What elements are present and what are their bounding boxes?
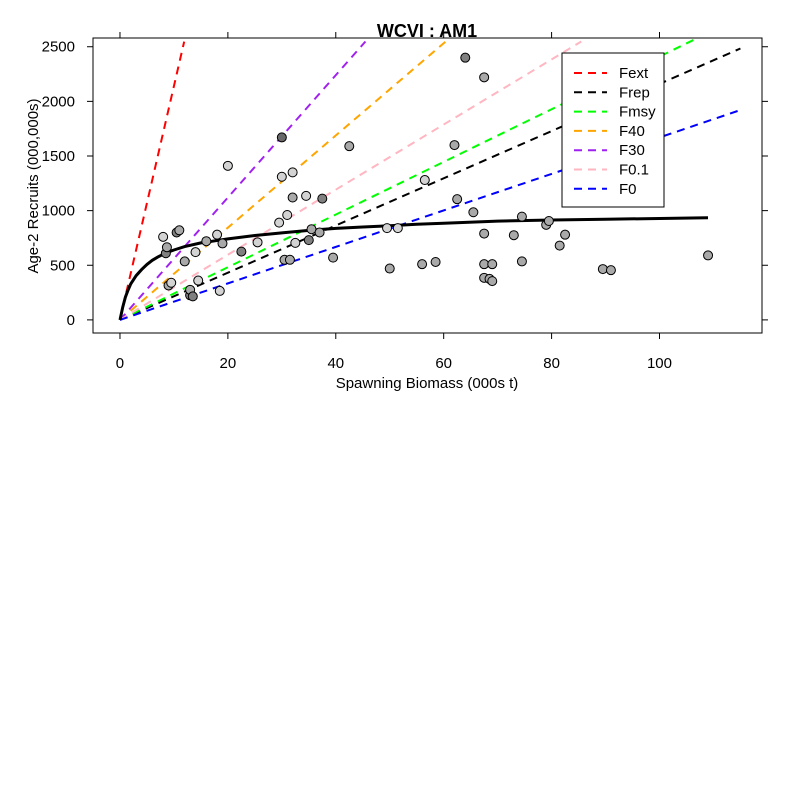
data-point-47 (479, 72, 490, 83)
data-point-54 (508, 230, 519, 241)
data-point-36 (344, 141, 355, 152)
legend-label-fmsy: Fmsy (619, 104, 656, 121)
data-point-22 (276, 171, 287, 182)
data-point-33 (314, 227, 325, 238)
data-point-14 (201, 236, 212, 247)
data-point-8 (179, 256, 190, 267)
data-point-1 (158, 231, 169, 242)
data-point-45 (460, 52, 471, 63)
stock-recruit-curve (118, 216, 709, 321)
data-point-26 (284, 254, 295, 265)
data-point-34 (317, 193, 328, 204)
data-point-56 (516, 256, 527, 267)
data-point-63 (703, 250, 714, 261)
data-point-48 (479, 228, 490, 239)
legend-label-f0: F0 (619, 181, 637, 198)
reference-line-fext (119, 41, 186, 321)
reference-line-f0 (119, 109, 741, 321)
data-point-21 (274, 217, 285, 228)
legend-label-frep: Frep (619, 84, 650, 101)
data-point-61 (597, 264, 608, 275)
data-point-25 (282, 210, 293, 220)
x-tick-label: 0 (116, 355, 124, 372)
data-point-12 (190, 247, 201, 258)
y-tick-label: 2500 (42, 39, 75, 56)
data-point-3 (161, 242, 172, 253)
x-tick-label: 80 (543, 355, 560, 372)
data-point-18 (222, 160, 233, 171)
data-point-62 (605, 265, 616, 276)
data-point-59 (554, 240, 565, 251)
legend: Fext Frep Fmsy F40 F30 F0.1 F0 (561, 52, 665, 208)
data-point-19 (236, 246, 247, 257)
x-tick-label: 100 (647, 355, 672, 372)
x-axis: 0 20 40 60 80 100 (116, 32, 672, 372)
legend-label-f01: F0.1 (619, 162, 649, 179)
data-point-20 (252, 237, 263, 248)
data-point-44 (452, 194, 463, 205)
data-point-13 (193, 275, 204, 286)
data-point-27 (287, 192, 298, 203)
data-point-17 (217, 238, 228, 249)
data-point-31 (303, 235, 314, 246)
reference-line-f30 (119, 40, 367, 321)
data-point-29 (290, 237, 301, 248)
data-point-35 (328, 252, 339, 263)
legend-label-fext: Fext (619, 65, 649, 82)
data-point-5 (166, 277, 177, 288)
data-point-23 (276, 132, 287, 143)
data-point-11 (187, 291, 198, 302)
observation-points (158, 52, 714, 302)
y-tick-label: 1000 (42, 203, 75, 220)
x-axis-label: Spawning Biomass (000s t) (336, 375, 519, 392)
chart-title: WCVI : AM1 (377, 21, 477, 41)
x-tick-label: 20 (220, 355, 237, 372)
data-point-52 (487, 276, 498, 287)
x-tick-label: 40 (327, 355, 344, 372)
legend-label-f40: F40 (619, 123, 645, 140)
data-point-58 (543, 216, 554, 227)
data-point-40 (417, 259, 428, 270)
data-point-55 (516, 211, 527, 222)
data-point-39 (392, 223, 403, 234)
data-point-16 (214, 285, 225, 296)
data-point-46 (468, 207, 479, 218)
reference-line-f01 (119, 40, 582, 321)
plot-frame (92, 37, 763, 334)
y-axis: 0 500 1000 1500 2000 2500 (42, 39, 768, 329)
y-tick-label: 500 (50, 257, 75, 274)
data-point-42 (430, 256, 441, 267)
y-tick-label: 2000 (42, 93, 75, 110)
data-point-30 (301, 190, 312, 201)
stock-recruit-curve-group (118, 216, 709, 321)
data-point-53 (487, 259, 498, 270)
data-point-43 (449, 140, 460, 151)
x-tick-label: 60 (435, 355, 452, 372)
data-point-60 (560, 229, 571, 240)
data-point-28 (287, 167, 298, 178)
data-point-15 (212, 229, 223, 240)
y-tick-label: 0 (67, 312, 75, 329)
data-point-38 (384, 263, 395, 274)
data-point-37 (382, 223, 393, 234)
data-point-7 (174, 225, 185, 236)
legend-label-f30: F30 (619, 142, 645, 159)
y-tick-label: 1500 (42, 148, 75, 165)
data-point-41 (419, 175, 430, 186)
y-axis-label: Age-2 Recruits (000,000s) (25, 98, 42, 273)
